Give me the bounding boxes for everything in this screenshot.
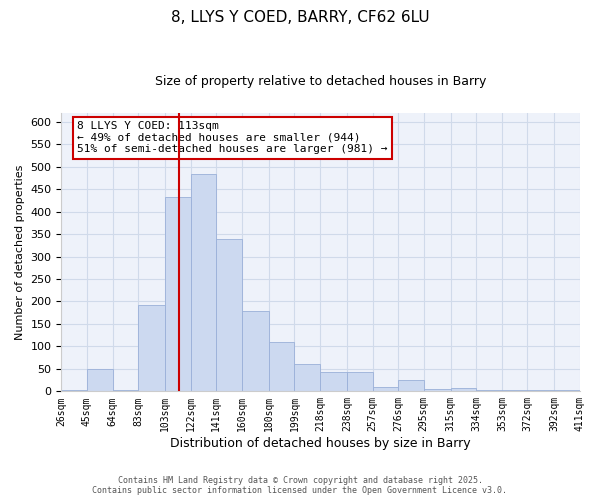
Bar (242, 312, 269, 392)
Bar (373, 387, 398, 392)
Bar (347, 372, 373, 392)
Bar (424, 389, 451, 392)
Bar (295, 364, 320, 392)
Bar (191, 174, 217, 392)
Bar (61, 390, 87, 392)
Bar (269, 342, 295, 392)
Text: Contains HM Land Registry data © Crown copyright and database right 2025.
Contai: Contains HM Land Registry data © Crown c… (92, 476, 508, 495)
Bar (502, 390, 527, 392)
Bar (476, 390, 502, 392)
Bar (138, 304, 165, 392)
Bar (217, 240, 242, 392)
Bar (398, 380, 424, 392)
Y-axis label: Number of detached properties: Number of detached properties (15, 164, 25, 340)
Bar (451, 388, 476, 392)
Bar (554, 390, 580, 392)
X-axis label: Distribution of detached houses by size in Barry: Distribution of detached houses by size … (170, 437, 471, 450)
Title: Size of property relative to detached houses in Barry: Size of property relative to detached ho… (155, 75, 487, 88)
Bar (113, 390, 138, 392)
Bar (527, 390, 554, 392)
Text: 8 LLYS Y COED: 113sqm
← 49% of detached houses are smaller (944)
51% of semi-det: 8 LLYS Y COED: 113sqm ← 49% of detached … (77, 121, 388, 154)
Text: 8, LLYS Y COED, BARRY, CF62 6LU: 8, LLYS Y COED, BARRY, CF62 6LU (170, 10, 430, 25)
Bar (320, 372, 347, 392)
Bar (165, 197, 191, 392)
Bar (87, 369, 113, 392)
